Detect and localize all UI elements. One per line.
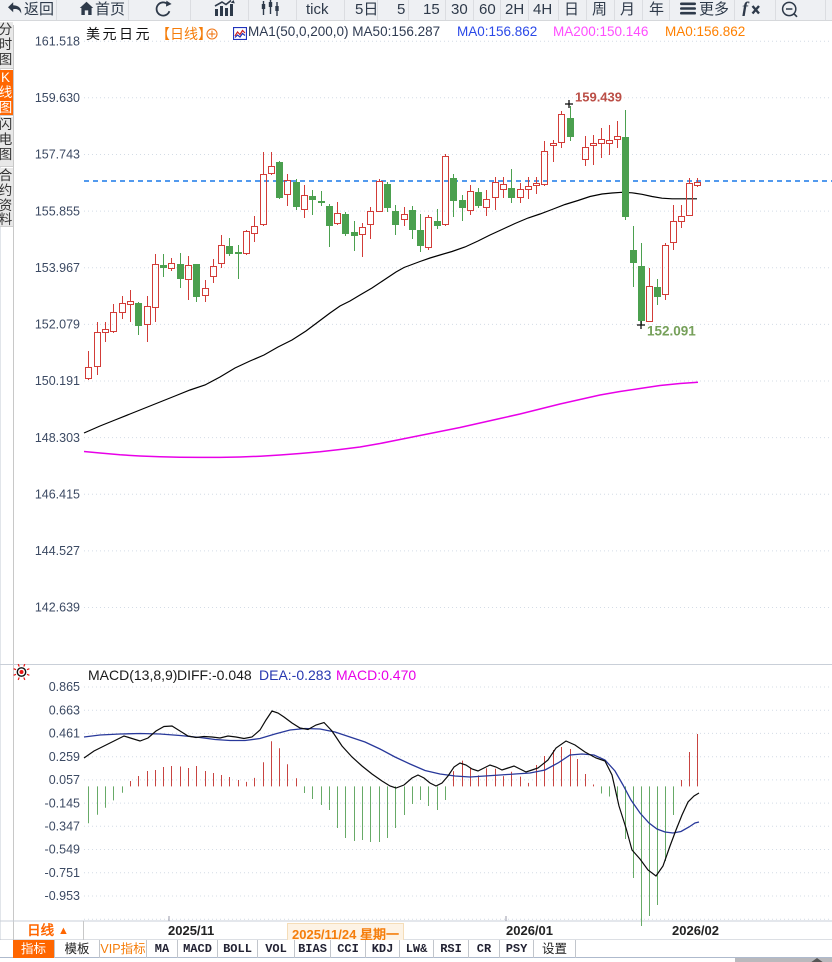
svg-text:159.439: 159.439 <box>575 90 622 105</box>
svg-text:0.865: 0.865 <box>49 680 80 694</box>
svg-text:148.303: 148.303 <box>35 431 80 445</box>
svg-text:155.855: 155.855 <box>35 204 80 218</box>
svg-text:161.518: 161.518 <box>35 34 80 48</box>
svg-text:0.663: 0.663 <box>49 703 80 717</box>
svg-text:152.091: 152.091 <box>647 324 696 339</box>
svg-text:-0.751: -0.751 <box>45 866 80 880</box>
svg-text:153.967: 153.967 <box>35 261 80 275</box>
svg-text:159.630: 159.630 <box>35 91 80 105</box>
svg-text:144.527: 144.527 <box>35 544 80 558</box>
svg-text:-0.953: -0.953 <box>45 889 80 903</box>
svg-text:-0.347: -0.347 <box>45 820 80 834</box>
svg-text:f: f <box>742 0 750 16</box>
svg-text:146.415: 146.415 <box>35 487 80 501</box>
svg-text:-0.145: -0.145 <box>45 796 80 810</box>
svg-text:150.191: 150.191 <box>35 374 80 388</box>
svg-text:0.461: 0.461 <box>49 727 80 741</box>
svg-text:0.057: 0.057 <box>49 773 80 787</box>
svg-text:157.743: 157.743 <box>35 148 80 162</box>
svg-text:142.639: 142.639 <box>35 601 80 615</box>
svg-text:-0.549: -0.549 <box>45 843 80 857</box>
svg-text:152.079: 152.079 <box>35 318 80 332</box>
svg-text:0.259: 0.259 <box>49 750 80 764</box>
